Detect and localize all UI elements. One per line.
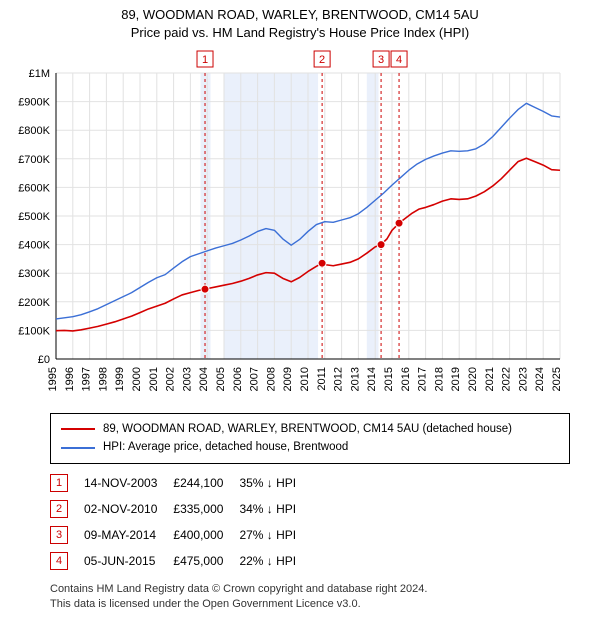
svg-text:2010: 2010 — [299, 367, 311, 391]
svg-text:2008: 2008 — [265, 367, 277, 391]
svg-text:2005: 2005 — [215, 367, 227, 391]
svg-text:2015: 2015 — [383, 367, 395, 391]
transaction-badge: 2 — [50, 500, 68, 518]
legend-row-1: 89, WOODMAN ROAD, WARLEY, BRENTWOOD, CM1… — [61, 420, 559, 438]
svg-text:2020: 2020 — [467, 367, 479, 391]
svg-text:2024: 2024 — [534, 367, 546, 391]
legend-box: 89, WOODMAN ROAD, WARLEY, BRENTWOOD, CM1… — [50, 413, 570, 464]
line-chart: £0 £100K £200K £300K £400K £500K £600K £700K £80… — [10, 45, 570, 405]
chart-area: £0 £100K £200K £300K £400K £500K £600K £700K £80… — [10, 45, 590, 405]
svg-text:2018: 2018 — [433, 367, 445, 391]
footer-attribution: Contains HM Land Registry data © Crown c… — [50, 582, 570, 612]
svg-text:2001: 2001 — [148, 367, 160, 391]
svg-text:2019: 2019 — [450, 367, 462, 391]
svg-text:2013: 2013 — [349, 367, 361, 391]
svg-text:£600K: £600K — [18, 182, 50, 194]
transaction-date: 09-MAY-2014 — [84, 522, 173, 548]
svg-text:1998: 1998 — [97, 367, 109, 391]
svg-text:2003: 2003 — [181, 367, 193, 391]
svg-text:1: 1 — [202, 54, 208, 66]
transaction-badge: 1 — [50, 474, 68, 492]
svg-text:£800K: £800K — [18, 125, 50, 137]
svg-text:2012: 2012 — [333, 367, 345, 391]
transaction-price: £400,000 — [173, 522, 239, 548]
transaction-price: £475,000 — [173, 548, 239, 574]
svg-text:£300K: £300K — [18, 268, 50, 280]
legend-swatch-2 — [61, 447, 95, 449]
svg-text:2000: 2000 — [131, 367, 143, 391]
transactions-table: 1 14-NOV-2003£244,10035% ↓ HPI 2 02-NOV-201… — [50, 470, 312, 574]
title-line-2: Price paid vs. HM Land Registry's House … — [10, 24, 590, 42]
transaction-delta: 22% ↓ HPI — [239, 548, 312, 574]
svg-text:£200K: £200K — [18, 297, 50, 309]
transaction-date: 14-NOV-2003 — [84, 470, 173, 496]
svg-text:2014: 2014 — [366, 367, 378, 391]
legend-swatch-1 — [61, 428, 95, 430]
svg-text:£700K: £700K — [18, 154, 50, 166]
svg-text:2: 2 — [319, 54, 325, 66]
transaction-delta: 34% ↓ HPI — [239, 496, 312, 522]
transaction-price: £244,100 — [173, 470, 239, 496]
svg-text:4: 4 — [396, 54, 402, 66]
footer-line-2: This data is licensed under the Open Gov… — [50, 597, 570, 612]
svg-text:2017: 2017 — [417, 367, 429, 391]
transaction-date: 05-JUN-2015 — [84, 548, 173, 574]
transaction-row: 3 09-MAY-2014£400,00027% ↓ HPI — [50, 522, 312, 548]
legend-row-2: HPI: Average price, detached house, Bren… — [61, 438, 559, 456]
svg-text:2025: 2025 — [551, 367, 563, 391]
svg-text:2009: 2009 — [282, 367, 294, 391]
svg-text:£400K: £400K — [18, 240, 50, 252]
svg-text:1995: 1995 — [47, 367, 59, 391]
transaction-badge: 3 — [50, 526, 68, 544]
transaction-price: £335,000 — [173, 496, 239, 522]
svg-text:£500K: £500K — [18, 211, 50, 223]
chart-container: 89, WOODMAN ROAD, WARLEY, BRENTWOOD, CM1… — [0, 0, 600, 622]
svg-text:2007: 2007 — [249, 367, 261, 391]
svg-text:£100K: £100K — [18, 325, 50, 337]
title-line-1: 89, WOODMAN ROAD, WARLEY, BRENTWOOD, CM1… — [10, 6, 590, 24]
transaction-row: 2 02-NOV-2010£335,00034% ↓ HPI — [50, 496, 312, 522]
svg-text:1996: 1996 — [64, 367, 76, 391]
transaction-row: 4 05-JUN-2015£475,00022% ↓ HPI — [50, 548, 312, 574]
svg-text:2016: 2016 — [400, 367, 412, 391]
transaction-delta: 27% ↓ HPI — [239, 522, 312, 548]
svg-text:2011: 2011 — [316, 367, 328, 391]
title-block: 89, WOODMAN ROAD, WARLEY, BRENTWOOD, CM1… — [10, 6, 590, 41]
svg-text:2006: 2006 — [232, 367, 244, 391]
transaction-badge: 4 — [50, 552, 68, 570]
transaction-delta: 35% ↓ HPI — [239, 470, 312, 496]
svg-text:£1M: £1M — [29, 68, 50, 80]
svg-text:2022: 2022 — [501, 367, 513, 391]
svg-text:1997: 1997 — [81, 367, 93, 391]
svg-text:1999: 1999 — [114, 367, 126, 391]
legend-label-2: HPI: Average price, detached house, Bren… — [103, 438, 348, 456]
footer-line-1: Contains HM Land Registry data © Crown c… — [50, 582, 570, 597]
svg-text:2004: 2004 — [198, 367, 210, 391]
legend-label-1: 89, WOODMAN ROAD, WARLEY, BRENTWOOD, CM1… — [103, 420, 512, 438]
transaction-row: 1 14-NOV-2003£244,10035% ↓ HPI — [50, 470, 312, 496]
svg-text:3: 3 — [378, 54, 384, 66]
svg-text:£0: £0 — [38, 354, 50, 366]
svg-text:2021: 2021 — [484, 367, 496, 391]
transaction-date: 02-NOV-2010 — [84, 496, 173, 522]
svg-text:2002: 2002 — [165, 367, 177, 391]
svg-text:£900K: £900K — [18, 97, 50, 109]
svg-text:2023: 2023 — [517, 367, 529, 391]
